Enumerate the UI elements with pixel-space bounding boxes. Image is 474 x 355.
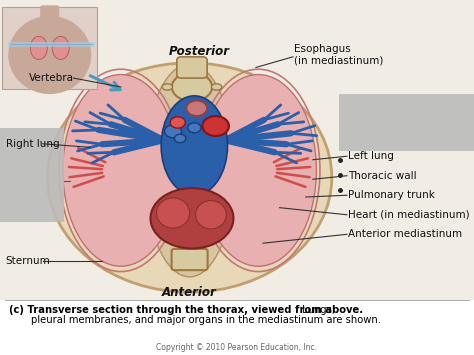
Ellipse shape [151, 188, 233, 248]
Text: Lungs,: Lungs, [299, 305, 335, 315]
Text: Right lung: Right lung [6, 139, 59, 149]
Text: Vertebra: Vertebra [28, 73, 73, 83]
Text: Copyright © 2010 Pearson Education, Inc.: Copyright © 2010 Pearson Education, Inc. [156, 343, 318, 352]
Ellipse shape [9, 16, 91, 94]
Text: Thoracic wall: Thoracic wall [348, 171, 417, 181]
FancyBboxPatch shape [2, 7, 97, 89]
Text: pleural membranes, and major organs in the mediastinum are shown.: pleural membranes, and major organs in t… [31, 315, 381, 325]
Circle shape [174, 134, 186, 143]
FancyBboxPatch shape [172, 249, 208, 270]
FancyBboxPatch shape [177, 57, 207, 78]
Ellipse shape [63, 75, 179, 266]
Text: (c) Transverse section through the thorax, viewed from above.: (c) Transverse section through the thora… [9, 305, 364, 315]
Bar [339, 94, 474, 151]
Ellipse shape [52, 36, 69, 60]
Ellipse shape [47, 63, 332, 292]
Ellipse shape [161, 96, 228, 195]
Ellipse shape [201, 75, 317, 266]
Ellipse shape [162, 84, 173, 90]
Circle shape [188, 123, 201, 133]
Text: Posterior: Posterior [169, 45, 229, 58]
Ellipse shape [30, 36, 47, 60]
Circle shape [170, 117, 185, 128]
Text: Heart (in mediastinum): Heart (in mediastinum) [348, 210, 470, 220]
Text: Sternum: Sternum [6, 256, 50, 266]
Ellipse shape [172, 73, 212, 101]
Ellipse shape [211, 84, 222, 90]
Bar [0, 300, 474, 355]
Bar [0, 128, 64, 222]
Ellipse shape [156, 198, 190, 228]
FancyBboxPatch shape [40, 5, 59, 25]
Circle shape [164, 125, 182, 138]
Ellipse shape [145, 64, 235, 277]
Text: Esophagus
(in mediastinum): Esophagus (in mediastinum) [294, 44, 383, 66]
Text: Pulmonary trunk: Pulmonary trunk [348, 190, 435, 200]
Circle shape [186, 100, 207, 116]
Ellipse shape [195, 201, 227, 229]
Circle shape [202, 116, 229, 136]
Text: Anterior: Anterior [162, 286, 217, 299]
Text: Anterior mediastinum: Anterior mediastinum [348, 229, 463, 239]
Text: Left lung: Left lung [348, 151, 394, 161]
